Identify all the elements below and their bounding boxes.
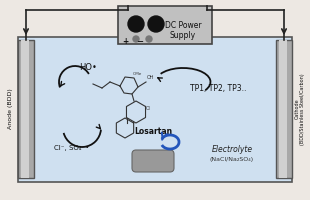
Bar — [279, 40, 287, 178]
Bar — [276, 40, 292, 178]
Text: +: + — [122, 38, 128, 46]
FancyBboxPatch shape — [132, 150, 174, 172]
Text: Cathode
(BDD/Stainless Steel/Carbon): Cathode (BDD/Stainless Steel/Carbon) — [294, 73, 305, 145]
Bar — [18, 40, 34, 178]
Text: Losartan: Losartan — [134, 128, 172, 136]
Circle shape — [146, 36, 152, 42]
Bar — [0, 0, 310, 40]
Text: HO•: HO• — [79, 62, 97, 72]
Circle shape — [128, 16, 144, 32]
Circle shape — [148, 16, 164, 32]
Bar — [21, 40, 29, 178]
Text: OMe: OMe — [133, 72, 142, 76]
FancyBboxPatch shape — [118, 6, 212, 44]
Text: (NaCl/Na₂SO₄): (NaCl/Na₂SO₄) — [210, 158, 254, 162]
Text: DC Power: DC Power — [165, 21, 201, 30]
Text: −: − — [136, 38, 144, 46]
Text: Anode (BDD): Anode (BDD) — [8, 89, 14, 129]
Text: Cl: Cl — [146, 106, 151, 111]
Text: Electrolyte: Electrolyte — [211, 146, 253, 154]
Text: Supply: Supply — [170, 31, 196, 40]
Text: TP1, TP2, TP3..: TP1, TP2, TP3.. — [190, 84, 246, 92]
Text: Cl⁻, SO₄⁻•: Cl⁻, SO₄⁻• — [54, 145, 90, 151]
Circle shape — [133, 36, 139, 42]
Text: OH: OH — [147, 75, 154, 80]
Bar — [18, 37, 292, 182]
